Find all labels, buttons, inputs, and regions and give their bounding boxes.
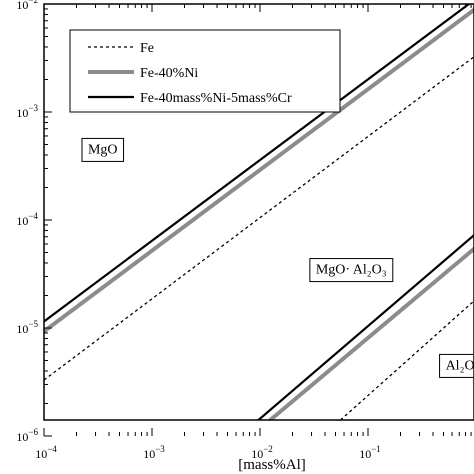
y-tick-label: 10−5	[16, 319, 38, 336]
x-tick-label: 10−1	[359, 444, 381, 461]
region-label: MgO	[88, 142, 118, 157]
legend: Fe Fe-40%Ni Fe-40mass%Ni-5mass%Cr	[70, 30, 340, 112]
y-tick-label: 10−6	[16, 427, 38, 444]
region-box: Al₂O₃	[440, 354, 474, 377]
region-box: MgO· Al₂O₃	[310, 259, 393, 282]
region-label: MgO· Al₂O₃	[316, 263, 387, 278]
x-tick-label: 10−4	[35, 444, 57, 461]
y-tick-label: 10−3	[16, 103, 38, 120]
y-tick-label: 10−4	[16, 211, 38, 228]
y-tick-label: 10−2	[16, 0, 38, 12]
region-box: MgO	[82, 138, 124, 161]
legend-label: Fe-40mass%Ni-5mass%Cr	[140, 91, 292, 106]
legend-label: Fe-40%Ni	[140, 66, 198, 81]
region-label: Al₂O₃	[446, 358, 474, 373]
x-tick-label: 10−3	[143, 444, 165, 461]
x-axis-title: [mass%Al]	[238, 457, 306, 473]
legend-label: Fe	[140, 41, 154, 56]
